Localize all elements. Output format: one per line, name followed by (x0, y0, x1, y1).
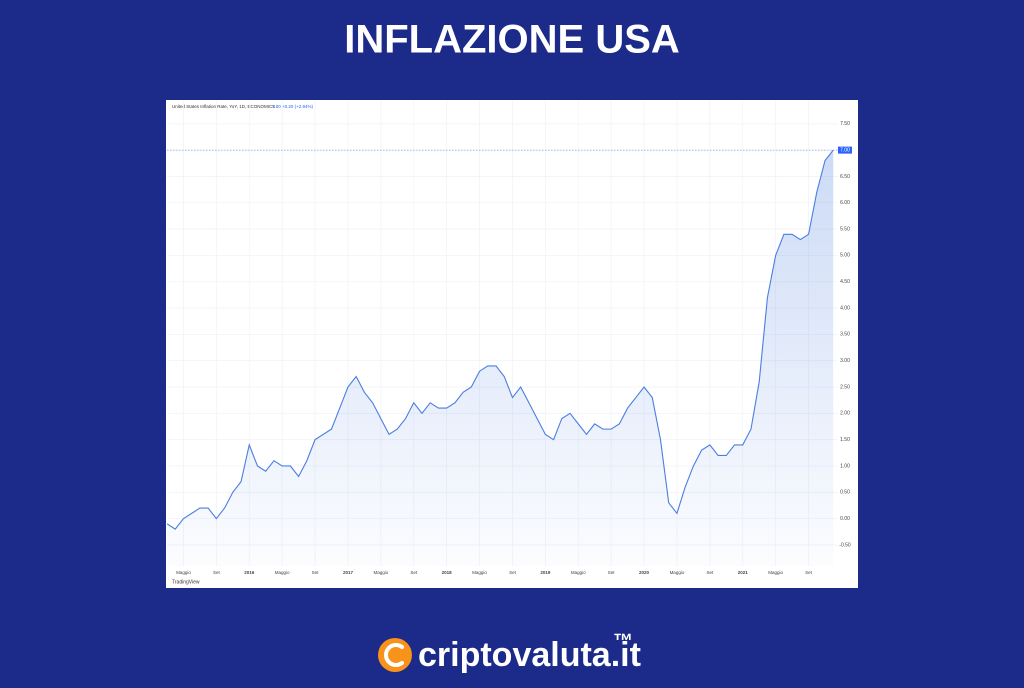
y-tick-label: 1.50 (840, 437, 850, 443)
x-tick-label: Maggio (571, 570, 586, 575)
y-tick-label: 1.00 (840, 463, 850, 469)
last-value-tag (838, 146, 852, 154)
y-tick-label: 0.50 (840, 490, 850, 496)
y-tick-label: 2.50 (840, 384, 850, 390)
x-tick-label: Set (410, 570, 418, 575)
y-tick-label: -0.50 (839, 542, 851, 548)
trademark: ™ (613, 630, 633, 652)
page-title: INFLAZIONE USA (344, 18, 680, 62)
x-tick-label: Set (608, 570, 616, 575)
area (167, 150, 834, 567)
y-tick-label: 5.50 (840, 226, 850, 232)
logo-c (384, 643, 404, 667)
y-tick-label: 7.50 (840, 121, 850, 127)
last-value-label: 7.00 (840, 147, 850, 153)
x-tick-label: Maggio (768, 570, 783, 575)
x-tick-label: Maggio (275, 570, 290, 575)
plot (167, 101, 838, 567)
axes: -0.50 0.00 0.50 1.00 1.50 2.00 2.50 3.00 3.50 4.0… (167, 121, 852, 575)
y-tick-label: 4.50 (840, 279, 850, 285)
legend-text: United States Inflation Rate, YoY, 1D, E… (172, 104, 275, 109)
x-tick-label: 2021 (738, 570, 749, 575)
line (167, 149, 834, 530)
x-tick-label: 2020 (639, 570, 650, 575)
x-tick-label: Maggio (670, 570, 685, 575)
brand: criptovaluta.it (418, 636, 641, 674)
y-tick-label: 5.00 (840, 253, 850, 259)
watermark: TradingView (172, 579, 200, 585)
x-tick-label: Set (213, 570, 221, 575)
x-tick-label: Set (805, 570, 813, 575)
y-tick-label: 2.00 (840, 411, 850, 417)
x-tick-label: Maggio (472, 570, 487, 575)
x-tick-label: 2017 (343, 570, 354, 575)
x-tick-label: Maggio (176, 570, 191, 575)
x-tick-label: 2019 (540, 570, 551, 575)
y-tick-label: 6.00 (840, 200, 850, 206)
y-tick-label: 0.00 (840, 516, 850, 522)
y-tick-label: 3.50 (840, 332, 850, 338)
x-tick-label: Set (706, 570, 714, 575)
x-tick-label: Maggio (373, 570, 388, 575)
x-tick-label: 2018 (442, 570, 453, 575)
y-tick-label: 3.00 (840, 358, 850, 364)
legend-value: 7.00 +0.20 (+2.94%) (272, 104, 314, 109)
y-tick-label: 6.50 (840, 174, 850, 180)
x-tick-label: Set (509, 570, 517, 575)
x-tick-label: Set (312, 570, 320, 575)
y-tick-label: 4.00 (840, 305, 850, 311)
x-tick-label: 2016 (244, 570, 255, 575)
